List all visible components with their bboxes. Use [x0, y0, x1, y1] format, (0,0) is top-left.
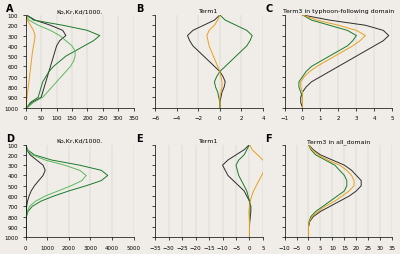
Title: Term1: Term1 — [200, 138, 219, 143]
Text: F: F — [265, 133, 272, 143]
Title: Term3 in typhoon-following domain: Term3 in typhoon-following domain — [283, 9, 394, 14]
Title: Ko,Kr,Kd/1000.: Ko,Kr,Kd/1000. — [56, 9, 103, 14]
Title: Ko,Kr,Kd/1000.: Ko,Kr,Kd/1000. — [56, 138, 103, 143]
Text: D: D — [6, 133, 14, 143]
Text: C: C — [265, 4, 272, 14]
Title: Term1: Term1 — [200, 9, 219, 14]
Title: Term3 in all_domain: Term3 in all_domain — [307, 138, 370, 144]
Text: B: B — [136, 4, 143, 14]
Text: E: E — [136, 133, 142, 143]
Text: A: A — [6, 4, 14, 14]
